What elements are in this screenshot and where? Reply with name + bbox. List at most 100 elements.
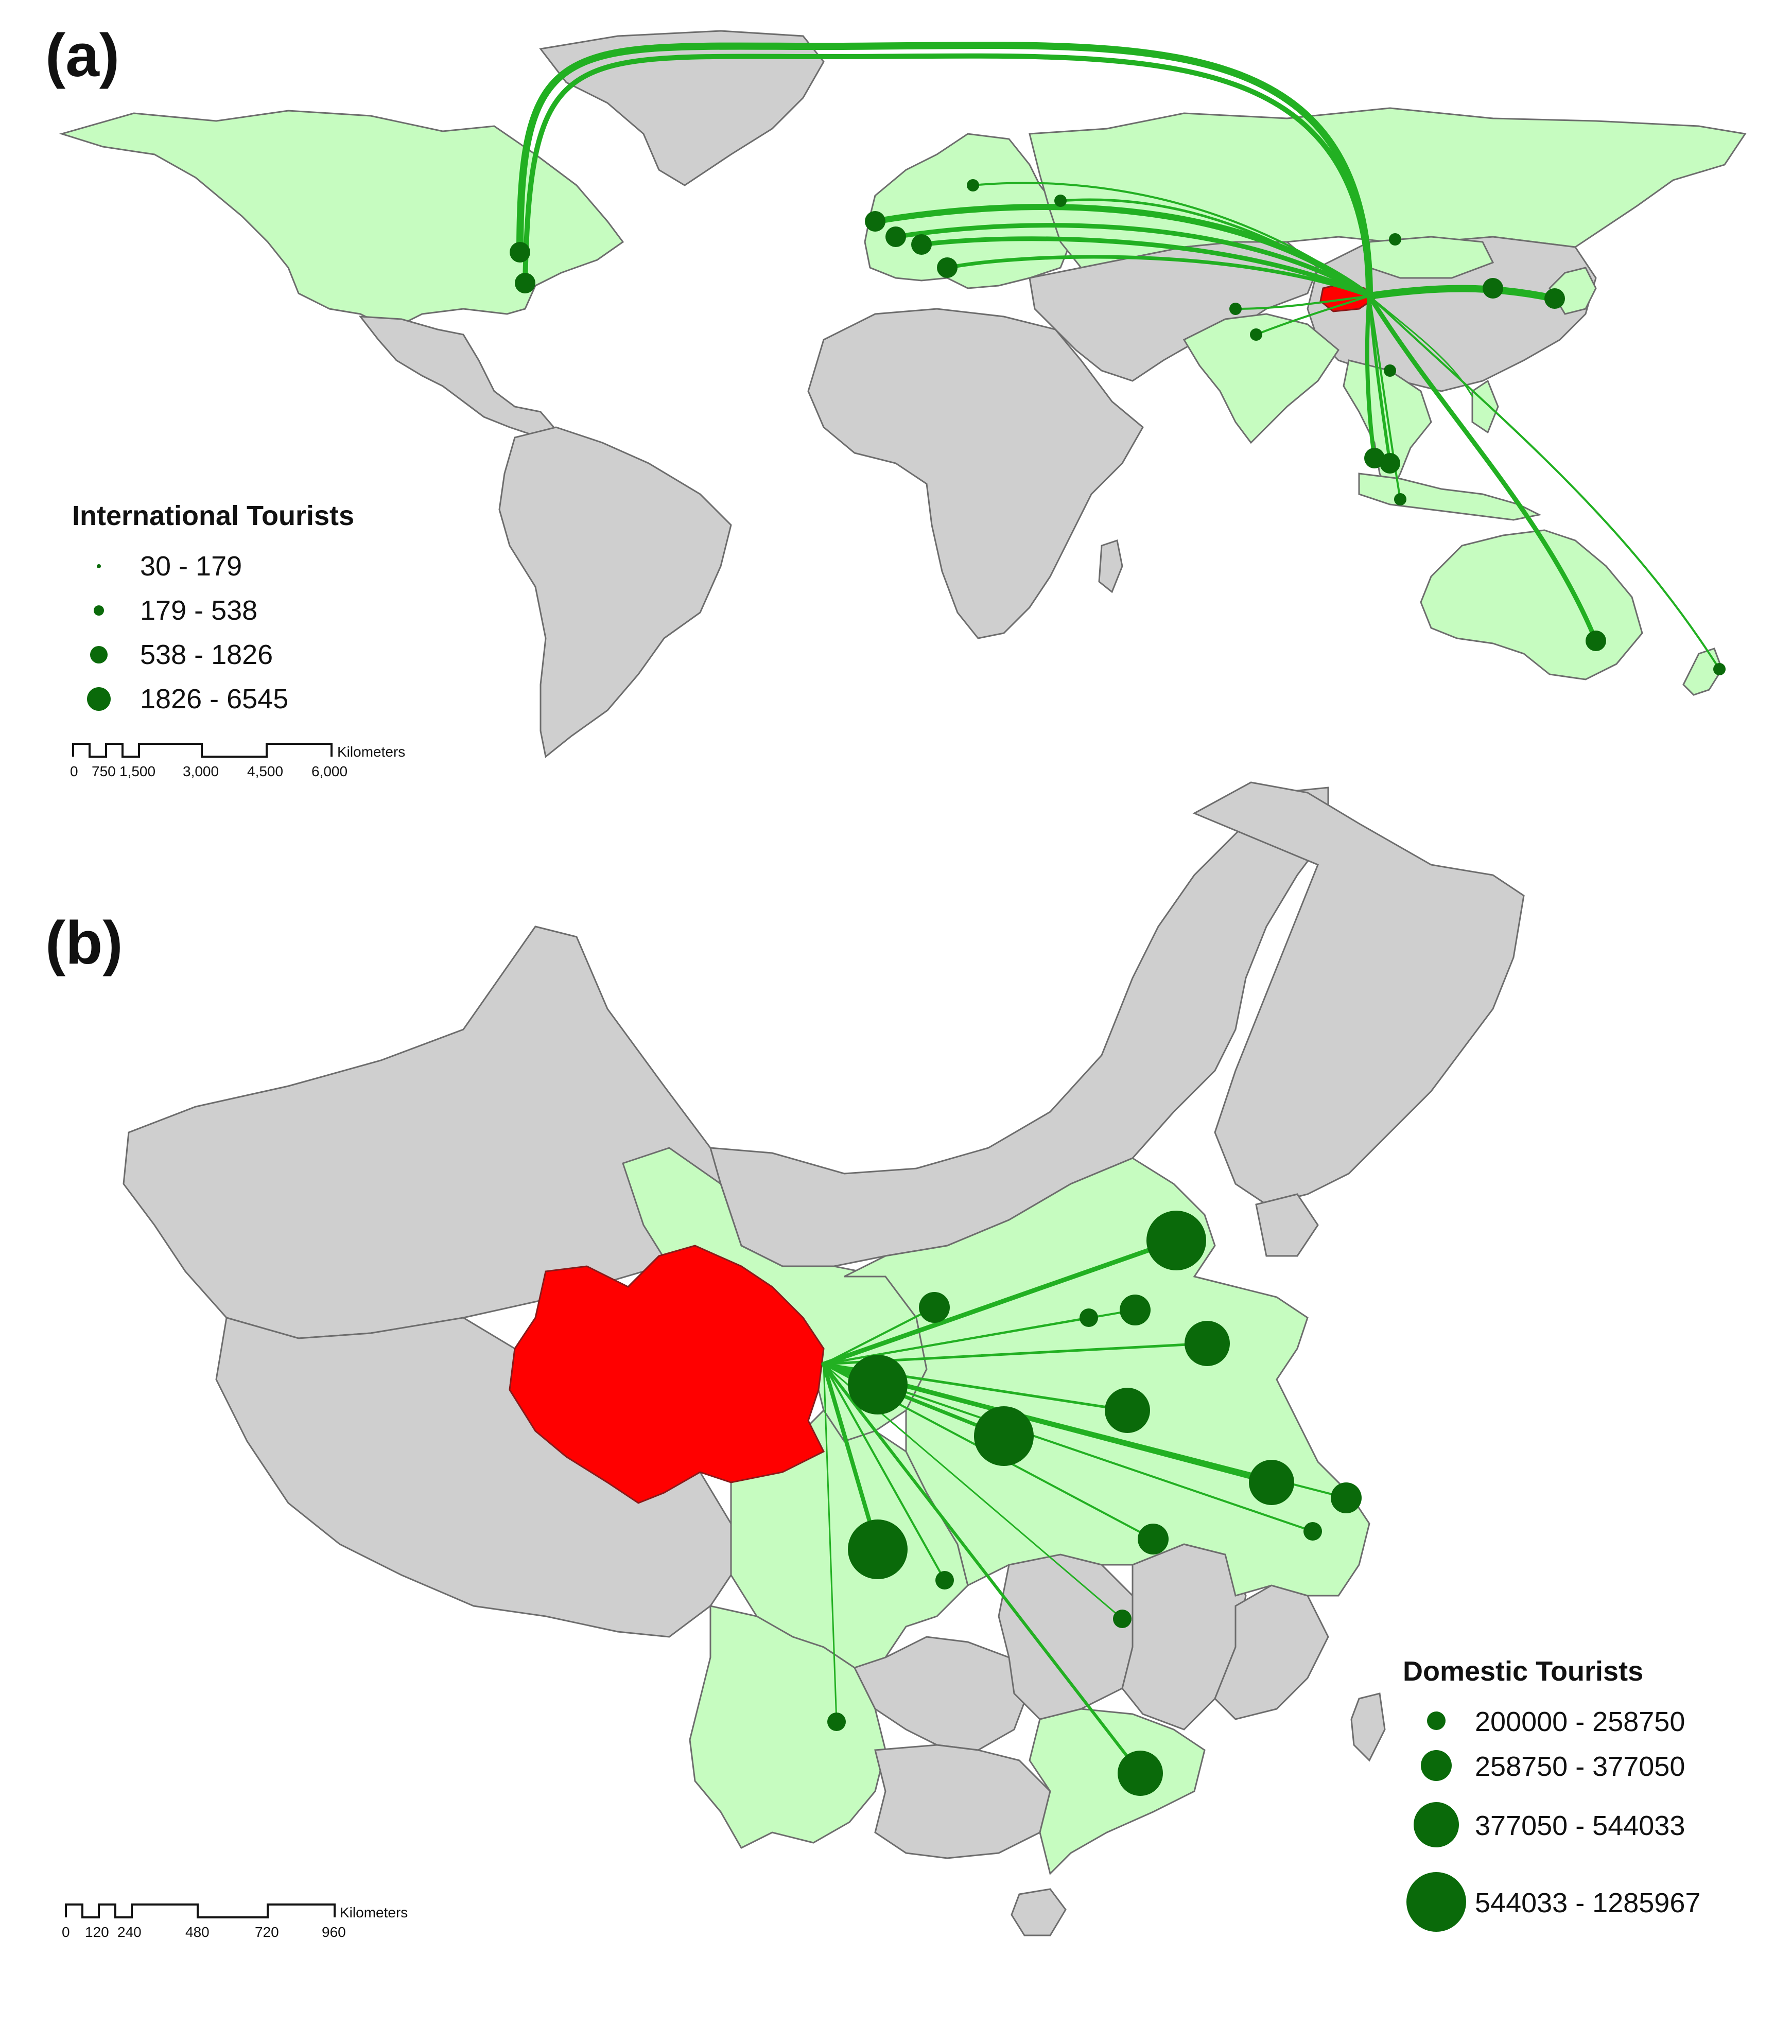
madagascar-region [1098,539,1123,593]
central-america-region [358,316,558,439]
symbol-ningxia [919,1292,950,1323]
international-legend: International Tourists 30 - 179 179 - 53… [72,500,354,714]
flow-to-korea [1368,285,1494,298]
symbol-malaysia [1380,453,1400,474]
symbol-italy [937,257,958,278]
flow-to-nepal [1255,295,1370,336]
legend-a-symbol-3 [90,646,108,663]
flow-to-philippines [1368,295,1473,397]
taiwan-region [1350,1692,1386,1762]
panel-b-label: (b) [45,909,123,977]
india-region [1182,313,1339,444]
flow-to-chongqing [823,1363,946,1581]
scale-a-tick-4: 4,500 [247,763,283,779]
symbol-zhejiang [1303,1522,1322,1541]
international-legend-title: International Tourists [72,500,354,531]
flow-to-australia [1367,293,1598,643]
symbol-mongolia [1389,233,1401,246]
domestic-legend: Domestic Tourists 200000 - 258750 258750… [1403,1656,1700,1932]
china-map [123,781,1525,1936]
guizhou-region [853,1636,1031,1751]
qinghai-region [509,1245,825,1504]
symbol-new-zealand [1713,663,1726,675]
flow-to-yunnan [823,1363,838,1723]
flow-to-ningxia [823,1306,935,1365]
world-map [59,30,1747,758]
legend-a-class-1: 30 - 179 [140,551,242,582]
flow-to-europe-4 [945,255,1371,298]
china-east-asia-region [1307,236,1597,392]
greenland-region [539,30,825,186]
symbol-chongqing [935,1571,954,1589]
north-america-region [59,110,624,330]
domestic-flows [821,1238,1347,1775]
scale-a-tick-0: 0 [70,763,78,779]
liaoning-coast-region [1255,1193,1319,1257]
symbol-shaanxi [848,1355,908,1414]
symbol-jiangsu [1249,1460,1294,1505]
symbol-hebei [1120,1295,1151,1325]
symbol-usa-east [510,242,530,263]
flow-to-europe-2 [893,223,1372,299]
flow-to-usa-east [516,42,1373,300]
guangxi-region [874,1744,1051,1859]
africa-region [807,308,1144,639]
scale-a-unit: Kilometers [337,744,405,760]
symbol-shandong [1185,1321,1230,1366]
legend-b-class-2: 258750 - 377050 [1475,1751,1685,1782]
domestic-legend-title: Domestic Tourists [1403,1656,1643,1687]
legend-b-class-4: 544033 - 1285967 [1475,1888,1700,1918]
guangdong-region [1029,1708,1206,1875]
legend-a-symbol-2 [94,605,104,616]
scale-a-tick-1: 750 [92,763,116,779]
domestic-scale-bar: Kilometers 0 120 240 480 720 960 [62,1903,408,1940]
flow-to-india [1234,295,1370,310]
flow-to-beijing [821,1238,1179,1367]
symbol-henan [1105,1388,1150,1433]
legend-a-symbol-1 [97,564,101,568]
symbol-japan [1544,288,1565,309]
symbol-germany [911,234,932,255]
flow-to-scandinavia [972,182,1370,297]
symbol-hubei [974,1406,1034,1466]
symbol-anhui [1138,1524,1169,1554]
scale-a-tick-5: 6,000 [311,763,347,779]
legend-b-symbol-2 [1421,1750,1452,1781]
scale-b-unit: Kilometers [340,1905,408,1920]
symbol-australia [1586,631,1606,651]
flow-to-guangdong [822,1362,1142,1775]
scale-a-tick-2: 1,500 [119,763,155,779]
symbol-sichuan [848,1519,908,1579]
legend-b-class-3: 377050 - 544033 [1475,1810,1685,1841]
australia-region [1420,529,1643,680]
scale-a-tick-3: 3,000 [183,763,219,779]
scale-b-tick-4: 720 [255,1924,279,1940]
flow-to-malaysia [1368,294,1391,465]
northeast-region [1192,781,1525,1206]
scale-b-tick-2: 240 [117,1924,142,1940]
flow-to-sichuan [822,1362,880,1551]
symbol-india [1229,303,1242,315]
international-scale-bar: Kilometers 0 750 1,500 3,000 4,500 6,000 [70,743,405,779]
symbol-yunnan [827,1713,846,1731]
flow-to-southeast-asia [1365,294,1377,460]
yunnan-region [689,1605,886,1849]
flow-to-europe-5 [1059,198,1371,298]
symbol-russia [1054,195,1067,207]
xinjiang-region [123,925,722,1339]
symbol-indonesia [1394,493,1406,505]
flow-to-usa-north [523,53,1372,299]
flow-to-indonesia [1368,295,1401,500]
panel-a-label: (a) [45,22,119,90]
symbol-beijing [1146,1211,1206,1270]
scale-b-tick-0: 0 [62,1924,70,1940]
legend-b-symbol-3 [1414,1802,1459,1847]
symbol-uk [865,211,885,232]
legend-a-class-3: 538 - 1826 [140,639,273,670]
international-symbols [510,179,1726,675]
scale-b-tick-1: 120 [85,1924,109,1940]
symbol-korea [1483,278,1503,299]
hunan-region [998,1553,1134,1720]
symbol-thailand [1384,364,1396,377]
